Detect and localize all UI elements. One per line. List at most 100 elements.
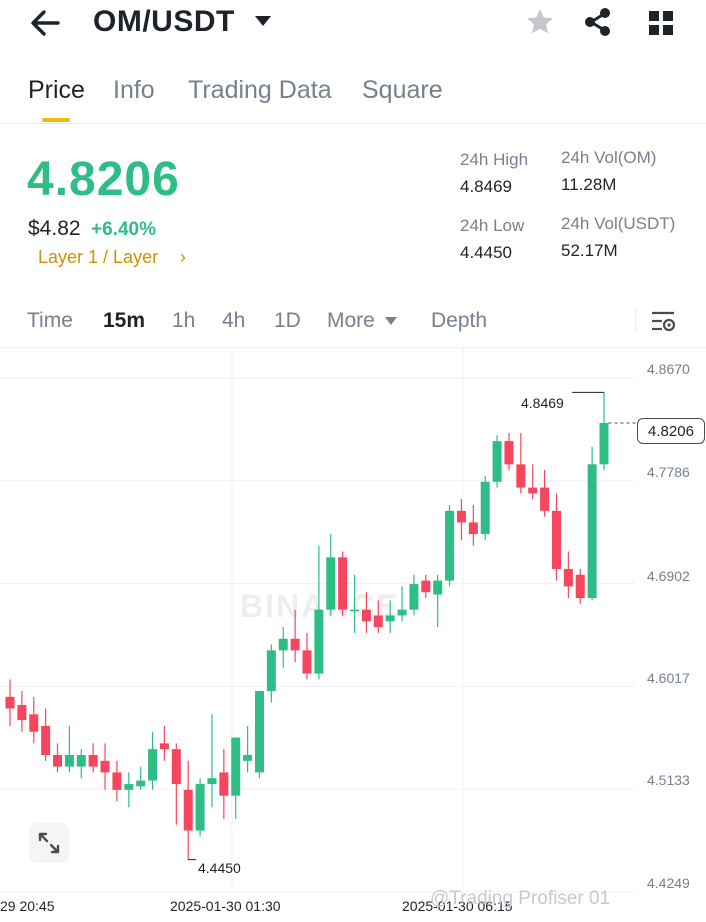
candle-body	[53, 754, 63, 767]
candle-body	[290, 638, 300, 651]
candle-body	[76, 754, 86, 767]
tabs-divider	[0, 123, 706, 124]
interval-more[interactable]: More	[327, 309, 375, 332]
top-bar: OM/USDT	[0, 0, 706, 50]
tab-info[interactable]: Info	[113, 76, 155, 104]
high-marker-label: 4.8469	[521, 395, 564, 411]
star-icon[interactable]	[524, 6, 556, 38]
y-tick-label: 4.6017	[647, 670, 690, 686]
current-price-tag: 4.8206	[637, 418, 705, 444]
grid-icon[interactable]	[647, 9, 675, 37]
candle-body	[373, 615, 383, 628]
tab-depth[interactable]: Depth	[431, 309, 488, 332]
x-tick-label: 2025-01-30 06:15	[402, 898, 513, 914]
expand-icon[interactable]	[29, 823, 69, 863]
vol-base-24h-value: 11.28M	[561, 175, 617, 194]
candle-body	[563, 568, 573, 587]
candle-body	[231, 737, 241, 796]
interval-4h[interactable]: 4h	[222, 309, 246, 332]
y-tick-label: 4.8670	[647, 361, 690, 377]
section-tabs: Price Info Trading Data Square	[0, 70, 706, 122]
category-tag-link[interactable]: Layer 1 / Layer	[38, 247, 159, 267]
interval-1h[interactable]: 1h	[172, 309, 196, 332]
tab-price[interactable]: Price	[28, 76, 85, 104]
candle-body	[88, 754, 98, 767]
candle-body	[599, 422, 609, 465]
candle-body	[136, 780, 146, 787]
vol-quote-24h-label: 24h Vol(USDT)	[561, 214, 676, 233]
candle-body	[504, 441, 514, 465]
low-24h-label: 24h Low	[460, 216, 525, 235]
candle-body	[64, 754, 74, 767]
candle-body	[112, 772, 122, 790]
share-icon[interactable]	[582, 7, 614, 37]
candle-body	[183, 789, 193, 831]
chart-canvas[interactable]	[0, 348, 706, 922]
candle-body	[456, 510, 466, 523]
candle-body	[266, 650, 276, 692]
interval-1d[interactable]: 1D	[274, 309, 301, 332]
chevron-right-icon[interactable]: ›	[180, 247, 186, 267]
candle-body	[326, 557, 336, 610]
interval-15m[interactable]: 15m	[103, 309, 146, 332]
candle-body	[528, 487, 538, 494]
candle-body	[5, 696, 15, 709]
candle-body	[278, 638, 288, 651]
tab-trading-data[interactable]: Trading Data	[188, 76, 332, 104]
candle-body	[468, 522, 478, 535]
interval-bar-divider	[0, 347, 706, 348]
candle-body	[575, 574, 585, 599]
candle-body	[361, 609, 371, 622]
interval-time[interactable]: Time	[27, 309, 73, 332]
back-arrow-icon[interactable]	[28, 8, 62, 38]
pair-title[interactable]: OM/USDT	[93, 5, 235, 38]
candle-body	[409, 584, 419, 610]
candle-body	[540, 487, 550, 511]
candle-body	[207, 778, 217, 785]
caret-down-icon[interactable]	[253, 14, 273, 28]
candle-body	[397, 609, 407, 616]
interval-divider	[635, 309, 636, 331]
candle-body	[148, 749, 158, 781]
candle-body	[338, 557, 348, 610]
y-tick-label: 4.4249	[647, 875, 690, 891]
chart-settings-icon[interactable]	[650, 309, 676, 333]
image-credit: @Trading Profiser 01	[430, 888, 611, 909]
candle-body	[159, 743, 169, 750]
low-marker-label: 4.4450	[198, 860, 241, 876]
high-24h-value: 4.8469	[460, 177, 512, 196]
y-tick-label: 4.5133	[647, 772, 690, 788]
candle-body	[29, 714, 39, 732]
candle-body	[17, 705, 27, 721]
candle-body	[314, 609, 324, 674]
candlestick-chart[interactable]: BINANCE 4.8670 4.7786 4.6902 4.6017 4.51…	[0, 348, 706, 922]
candle-body	[385, 615, 395, 622]
candle-body	[587, 464, 597, 599]
usd-price: $4.82	[28, 217, 81, 240]
candle-body	[219, 772, 229, 796]
y-tick-label: 4.6902	[647, 568, 690, 584]
candle-body	[254, 691, 264, 773]
x-tick-label: 2025-01-30 01:30	[170, 898, 281, 914]
active-tab-indicator	[42, 118, 70, 122]
candle-body	[350, 609, 360, 612]
candle-body	[516, 464, 526, 488]
vol-base-24h-label: 24h Vol(OM)	[561, 148, 657, 167]
candle-body	[171, 749, 181, 785]
last-price: 4.8206	[27, 153, 180, 206]
tab-square[interactable]: Square	[362, 76, 443, 104]
y-tick-label: 4.7786	[647, 464, 690, 480]
candle-body	[433, 580, 443, 595]
price-change-percent: +6.40%	[91, 219, 156, 240]
candle-body	[302, 650, 312, 674]
candle-body	[195, 784, 205, 831]
candle-body	[480, 481, 490, 535]
candle-body	[551, 510, 561, 569]
caret-down-icon[interactable]	[384, 316, 398, 326]
candle-body	[492, 441, 502, 482]
candle-body	[445, 510, 455, 581]
candle-body	[100, 760, 110, 773]
candle-body	[41, 725, 51, 755]
high-24h-label: 24h High	[460, 150, 529, 169]
